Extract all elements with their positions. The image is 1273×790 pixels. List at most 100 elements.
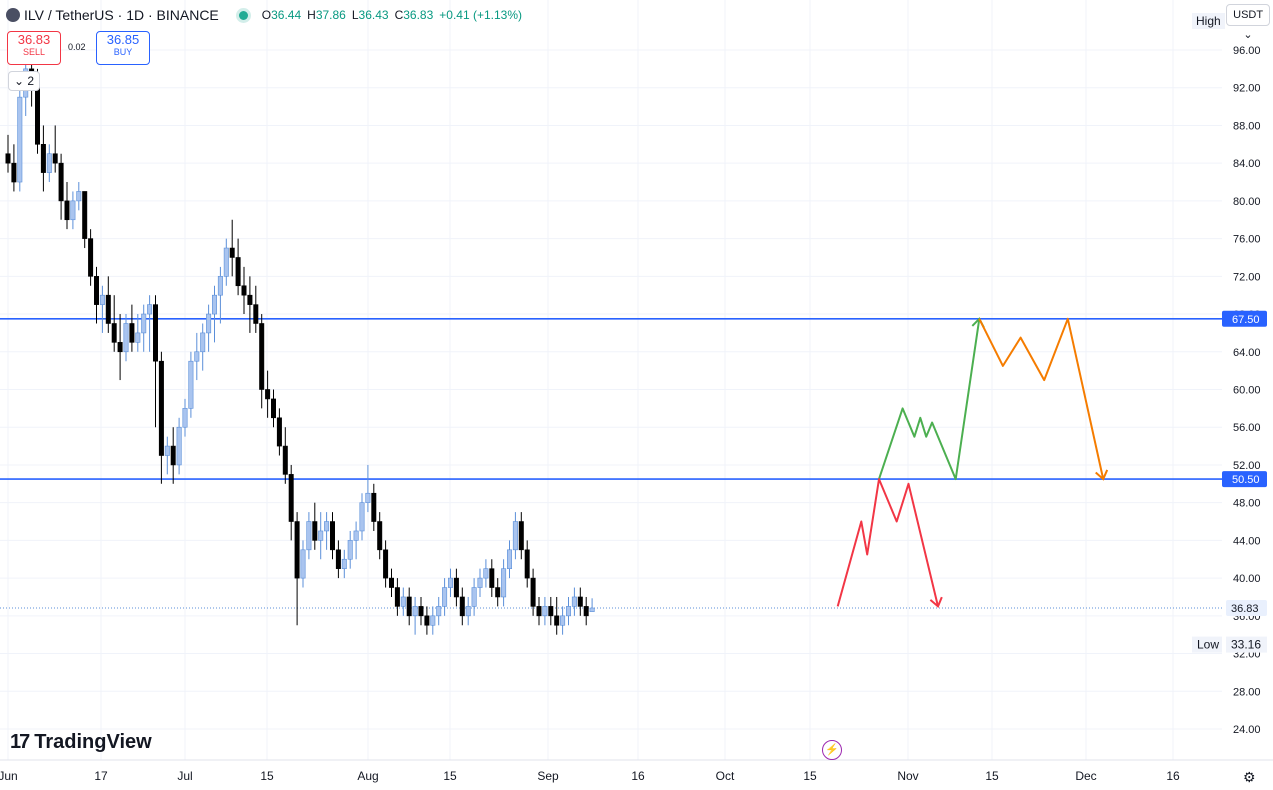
level-price-tag bbox=[1222, 471, 1267, 488]
ohlc-values: O36.44 H37.86 L36.43 C36.83 +0.41 (+1.13%) bbox=[262, 8, 528, 22]
gear-icon[interactable]: ⚙ bbox=[1243, 769, 1256, 785]
candle-body bbox=[530, 577, 536, 607]
candle-body bbox=[353, 530, 359, 541]
candle-body bbox=[506, 549, 512, 569]
candle-body bbox=[542, 606, 548, 617]
ohlc-key: O bbox=[261, 8, 272, 22]
candle-body bbox=[306, 521, 312, 551]
x-tick-label: Jun bbox=[0, 769, 18, 783]
candle-body bbox=[400, 596, 406, 607]
candle-body bbox=[465, 606, 471, 617]
candle-body bbox=[194, 351, 200, 362]
candle-body bbox=[247, 294, 253, 305]
candle-body bbox=[489, 568, 495, 588]
x-tick-label: 15 bbox=[260, 769, 274, 783]
x-tick-label: Nov bbox=[897, 769, 918, 783]
x-tick-label: 15 bbox=[443, 769, 457, 783]
candle-body bbox=[347, 540, 353, 560]
candles bbox=[5, 50, 595, 635]
candle-body bbox=[229, 247, 235, 258]
candle-body bbox=[117, 342, 123, 353]
candle-body bbox=[365, 492, 371, 503]
y-tick-label: 88.00 bbox=[1233, 120, 1261, 132]
chevron-down-icon: ⌄ bbox=[13, 74, 25, 88]
ohlc-key: L bbox=[351, 8, 359, 22]
candle-body bbox=[359, 502, 365, 532]
x-tick-label: Jul bbox=[177, 769, 192, 783]
candle-body bbox=[577, 596, 583, 607]
y-tick-label: 96.00 bbox=[1233, 45, 1261, 57]
x-tick-label: 15 bbox=[803, 769, 817, 783]
x-tick-label: Sep bbox=[537, 769, 559, 783]
candle-body bbox=[341, 558, 347, 569]
symbol-title[interactable]: ILV / TetherUS · 1D · BINANCE bbox=[24, 7, 219, 23]
candle-body bbox=[17, 96, 23, 183]
candle-body bbox=[565, 606, 571, 617]
candle-body bbox=[88, 238, 94, 277]
candle-body bbox=[170, 445, 176, 466]
candle-body bbox=[436, 606, 442, 617]
tradingview-logo: 17 TradingView bbox=[10, 731, 152, 753]
candle-body bbox=[241, 285, 247, 296]
grid bbox=[0, 0, 1222, 760]
y-tick-label: 28.00 bbox=[1233, 686, 1261, 698]
price-axis-bg bbox=[1222, 0, 1273, 760]
candle-body bbox=[383, 549, 389, 579]
candle-body bbox=[459, 596, 465, 617]
candle-body bbox=[282, 445, 288, 475]
candle-body bbox=[82, 191, 88, 239]
candle-body bbox=[536, 606, 542, 617]
candle-body bbox=[412, 606, 418, 617]
spread-value: 0.02 bbox=[68, 42, 86, 52]
candle-body bbox=[206, 313, 212, 334]
candle-body bbox=[70, 200, 76, 221]
candle-body bbox=[394, 587, 400, 607]
candle-body bbox=[477, 577, 483, 588]
candle-body bbox=[318, 530, 324, 541]
candle-body bbox=[589, 607, 595, 612]
level-price-label: 50.50 bbox=[1232, 474, 1260, 486]
candle-body bbox=[560, 615, 566, 626]
green-projection bbox=[878, 318, 981, 481]
candle-body bbox=[524, 549, 530, 579]
current-price-tag bbox=[1226, 600, 1267, 617]
y-tick-label: 44.00 bbox=[1233, 535, 1261, 547]
low-badge-label: Low bbox=[1197, 638, 1219, 652]
candle-body bbox=[223, 247, 229, 277]
sell-button[interactable]: 36.83 SELL bbox=[7, 31, 61, 65]
candle-body bbox=[418, 606, 424, 617]
candle-body bbox=[135, 332, 141, 343]
lightning-icon[interactable]: ⚡ bbox=[822, 740, 842, 760]
candle-body bbox=[123, 323, 129, 353]
indicators-toggle[interactable]: ⌄ 2 bbox=[8, 71, 40, 91]
candle-body bbox=[40, 144, 46, 173]
candle-body bbox=[430, 615, 436, 626]
candle-body bbox=[235, 257, 241, 287]
candle-body bbox=[34, 87, 40, 145]
y-tick-label: 48.00 bbox=[1233, 498, 1261, 510]
y-tick-label: 24.00 bbox=[1233, 724, 1261, 736]
x-tick-label: Dec bbox=[1075, 769, 1096, 783]
candle-body bbox=[501, 568, 507, 598]
ohlc-value: 36.43 bbox=[358, 8, 389, 22]
orange-projection bbox=[978, 317, 1105, 480]
candle-body bbox=[512, 521, 518, 551]
x-tick-label: Aug bbox=[357, 769, 378, 783]
buy-button[interactable]: 36.85 BUY bbox=[96, 31, 150, 65]
red-projection bbox=[836, 478, 939, 607]
candle-body bbox=[176, 426, 182, 466]
candle-body bbox=[483, 568, 489, 579]
candle-body bbox=[153, 304, 159, 362]
level-price-label: 67.50 bbox=[1232, 314, 1260, 326]
candle-body bbox=[276, 417, 282, 447]
candle-body bbox=[388, 577, 394, 588]
price-axis: 96.0092.0088.0084.0080.0076.0072.0068.00… bbox=[1192, 0, 1273, 760]
market-open-icon bbox=[238, 10, 248, 20]
high-badge: High bbox=[1192, 13, 1225, 29]
candle-body bbox=[105, 294, 111, 324]
candle-body bbox=[447, 577, 453, 588]
candle-body bbox=[259, 323, 265, 390]
y-tick-label: 84.00 bbox=[1233, 158, 1261, 170]
currency-selector[interactable]: USDT ⌄ bbox=[1226, 4, 1270, 41]
